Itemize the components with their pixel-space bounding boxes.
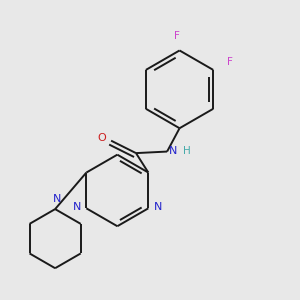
Text: N: N bbox=[73, 202, 81, 212]
Text: F: F bbox=[173, 32, 179, 41]
Text: N: N bbox=[154, 202, 162, 212]
Text: O: O bbox=[98, 133, 106, 142]
Text: F: F bbox=[227, 57, 233, 67]
Text: H: H bbox=[184, 146, 191, 156]
Text: N: N bbox=[52, 194, 61, 204]
Text: N: N bbox=[169, 146, 178, 156]
